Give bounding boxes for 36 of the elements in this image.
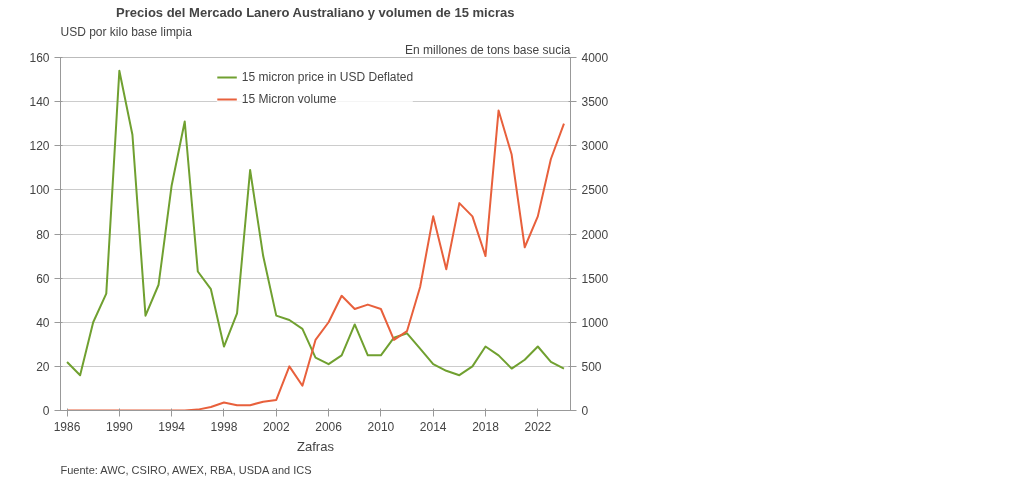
y-tick-label: 0 (42, 404, 50, 418)
x-tick-label: 2006 (315, 419, 343, 434)
y-tick-label: 40 (36, 315, 50, 330)
source-note: Fuente: AWC, CSIRO, AWEX, RBA, USDA and ICS (60, 463, 312, 476)
x-tick-label: 1986 (53, 419, 81, 434)
x-tick-label: 2010 (367, 419, 395, 434)
y2-tick-label: 0 (581, 404, 589, 418)
y2-tick-label: 3500 (581, 95, 609, 110)
y2-tick-label: 500 (581, 359, 602, 374)
y-tick-label: 140 (29, 95, 50, 110)
y-tick-label: 120 (29, 139, 50, 154)
x-tick-label: 1994 (158, 419, 186, 434)
y2-tick-label: 1000 (581, 315, 609, 330)
y2-tick-label: 2500 (581, 183, 609, 198)
y-tick-label: 20 (36, 359, 50, 374)
x-tick-label: 2022 (524, 419, 552, 434)
x-tick-label: 2002 (262, 419, 290, 434)
y2-tick-label: 1500 (581, 271, 609, 286)
line-series (66, 69, 565, 377)
x-tick-label: 2014 (419, 419, 447, 434)
y2-tick-label: 4000 (581, 51, 609, 65)
y-tick-label: 160 (29, 51, 50, 65)
chart-title: Precios del Mercado Lanero Australiano y volumen de 15 micras (116, 4, 515, 20)
legend-label: 15 micron price in USD Deflated (241, 70, 414, 84)
y2-tick-label: 3000 (581, 139, 609, 154)
y-tick-label: 100 (29, 183, 50, 198)
x-tick-label: 2018 (472, 419, 500, 434)
y-axis-title: USD por kilo base limpia (60, 24, 193, 39)
y-tick-label: 80 (36, 227, 50, 242)
legend-label: 15 Micron volume (241, 92, 337, 106)
x-tick-label: 1998 (210, 419, 238, 434)
x-axis-title: Zafras (297, 438, 335, 454)
x-tick-label: 1990 (106, 419, 134, 434)
y-tick-label: 60 (36, 271, 50, 286)
y2-tick-label: 2000 (581, 227, 609, 242)
y2-axis-title: En millones de tons base sucia (405, 42, 571, 57)
